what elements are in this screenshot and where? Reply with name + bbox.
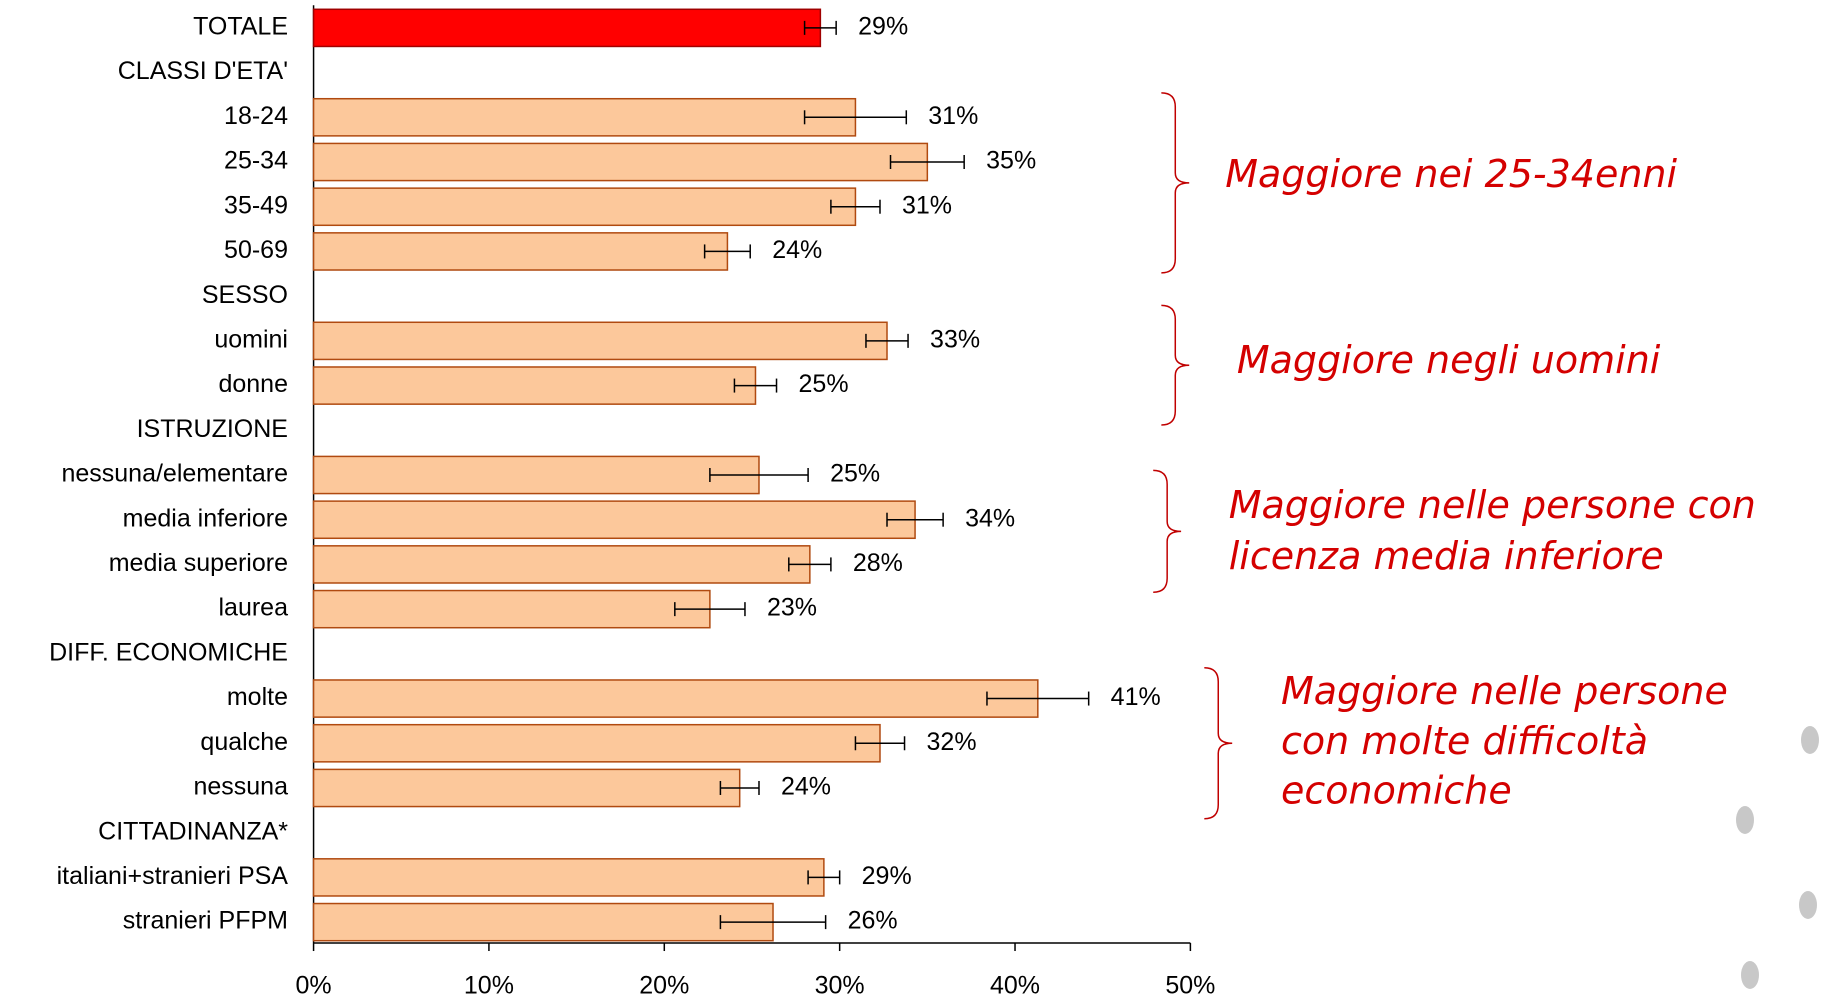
category-label: media superiore [109,549,288,577]
data-label: 23% [767,594,817,622]
error-bar [807,870,841,885]
bar [312,902,774,942]
category-label: donne [218,370,288,398]
category-label: ISTRUZIONE [137,415,288,443]
data-label: 31% [928,102,978,130]
annotation: Maggiore nelle persone [1281,669,1728,713]
error-bar [803,110,908,125]
category-label: 35-49 [224,191,288,219]
brace [1204,667,1233,820]
data-label: 31% [902,191,952,219]
bar [312,455,760,495]
error-bar [865,333,909,348]
error-bar [986,691,1090,706]
error-bar [886,512,944,527]
category-label: stranieri PFPM [123,907,288,935]
category-label: SESSO [202,281,288,309]
category-label: 25-34 [224,147,288,175]
bar [312,8,822,48]
error-bar [709,467,809,482]
annotation: con molte difficoltà [1281,719,1648,763]
data-label: 28% [853,549,903,577]
bar [312,232,729,271]
brace [1161,92,1190,274]
error-bar [830,199,881,214]
error-bar [719,915,827,930]
annotation: Maggiore nei 25-34enni [1225,152,1677,196]
decoration [1736,726,1819,989]
data-label: 32% [927,728,977,756]
bar [312,321,888,361]
error-bar [674,602,746,617]
bar [312,97,857,137]
data-label: 33% [930,325,980,353]
data-label: 26% [848,907,898,935]
error-bar [788,557,832,572]
category-label: nessuna [193,773,288,801]
annotation: licenza media inferiore [1229,534,1664,578]
data-label: 24% [781,773,831,801]
brace [1161,304,1190,426]
category-label: italiani+stranieri PSA [57,862,289,890]
x-tick-label: 0% [295,972,331,1000]
x-tick-label: 50% [1165,972,1215,1000]
category-label: laurea [219,594,289,622]
error-bar [719,780,760,795]
category-label: uomini [214,325,288,353]
annotation: economiche [1281,769,1512,813]
category-label: nessuna/elementare [61,460,288,488]
category-label: DIFF. ECONOMICHE [49,638,288,666]
bar [312,858,825,897]
category-label: molte [227,683,288,711]
category-label: CLASSI D'ETA' [118,57,288,85]
bar [312,142,929,182]
annotation: Maggiore negli uomini [1237,338,1661,382]
bar [312,589,711,629]
x-tick-label: 30% [815,972,865,1000]
data-label: 25% [799,370,849,398]
data-label: 24% [772,236,822,264]
bar [312,545,811,584]
error-bar [854,736,906,751]
data-label: 25% [830,460,880,488]
category-label: media inferiore [123,504,288,532]
error-bar [889,155,965,170]
bar [312,679,1039,718]
bar [312,768,741,808]
x-tick-label: 20% [639,972,689,1000]
data-label: 41% [1111,683,1161,711]
error-bar [803,20,837,35]
bar [312,187,857,227]
error-bar [733,378,778,393]
brace [1153,469,1182,594]
bar [312,500,916,540]
data-label: 35% [986,147,1036,175]
category-label: 50-69 [224,236,288,264]
category-label: CITTADINANZA* [98,817,288,845]
data-label: 29% [862,862,912,890]
data-label: 34% [965,504,1015,532]
category-label: qualche [200,728,288,756]
error-bar [703,244,751,259]
category-label: TOTALE [193,12,288,40]
bar [312,366,757,405]
x-tick-label: 10% [464,972,514,1000]
x-tick-label: 40% [990,972,1040,1000]
category-label: 18-24 [224,102,288,130]
data-label: 29% [858,12,908,40]
bar [312,723,881,763]
annotation: Maggiore nelle persone con [1229,483,1756,527]
